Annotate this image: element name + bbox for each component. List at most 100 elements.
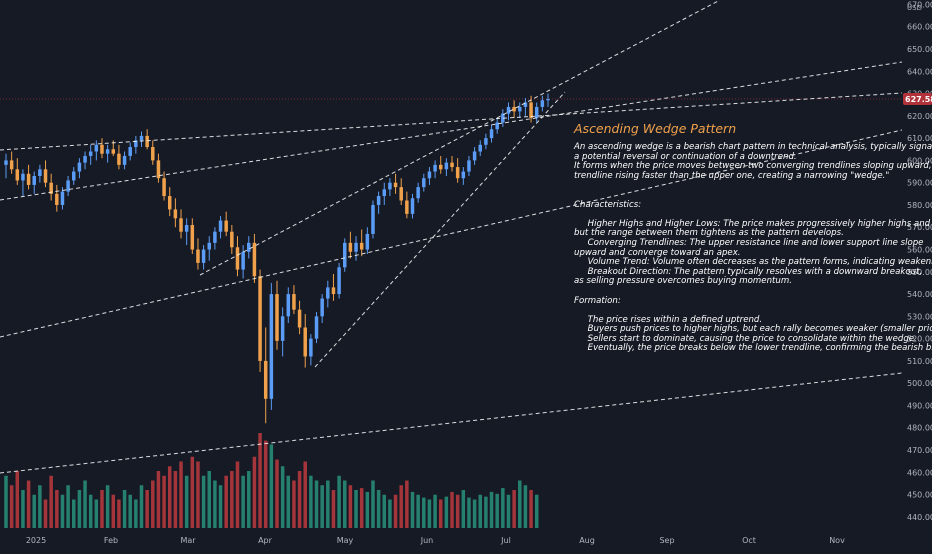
volume-bar bbox=[21, 490, 25, 528]
volume-bar bbox=[55, 490, 59, 528]
volume-bar bbox=[213, 480, 217, 528]
annotation-line: Buyers push prices to higher highs, but … bbox=[587, 324, 932, 335]
price-tick-label: 550.00 bbox=[907, 268, 932, 277]
candle-body bbox=[461, 171, 466, 179]
volume-bar bbox=[433, 494, 437, 528]
volume-bar bbox=[162, 475, 166, 528]
volume-bar bbox=[506, 494, 511, 528]
volume-bar bbox=[422, 497, 426, 528]
volume-bar bbox=[348, 485, 353, 528]
candle-body bbox=[26, 173, 31, 185]
volume-bar bbox=[235, 461, 240, 528]
annotation-line: Higher Highs and Higher Lows: The price … bbox=[587, 218, 931, 229]
volume-bar bbox=[286, 475, 291, 528]
candle-body bbox=[105, 149, 110, 154]
volume-bar bbox=[258, 433, 262, 528]
volume-bar bbox=[77, 490, 82, 528]
candle-body bbox=[292, 294, 296, 310]
volume-bar bbox=[32, 494, 36, 528]
candle-body bbox=[410, 198, 415, 214]
candle-body bbox=[501, 113, 505, 123]
annotation-line: Eventually, the price breaks below the l… bbox=[574, 343, 932, 354]
price-tick-label: 610.00 bbox=[907, 134, 932, 143]
volume-bar bbox=[49, 475, 53, 528]
price-tick-label: 640.00 bbox=[907, 67, 932, 76]
candle-body bbox=[122, 155, 127, 165]
price-tick-label: 520.00 bbox=[907, 335, 932, 344]
price-tick-label: 490.00 bbox=[907, 401, 932, 410]
volume-bar bbox=[416, 494, 420, 528]
time-tick-label: Nov bbox=[829, 536, 845, 545]
trendline bbox=[0, 92, 903, 151]
volume-bar bbox=[461, 490, 466, 528]
candle-body bbox=[71, 171, 76, 181]
candle-body bbox=[156, 160, 161, 179]
volume-bar bbox=[83, 480, 87, 528]
candle-body bbox=[506, 106, 511, 114]
candle-body bbox=[263, 360, 268, 399]
time-tick-label: Jul bbox=[500, 536, 511, 545]
candle-body bbox=[196, 249, 200, 263]
candle-body bbox=[444, 162, 449, 170]
candle-body bbox=[534, 106, 539, 119]
volume-bar bbox=[263, 440, 268, 528]
candle-body bbox=[309, 338, 313, 357]
price-tick-label: 660.00 bbox=[907, 23, 932, 32]
candle-body bbox=[297, 309, 302, 328]
volume-bar bbox=[280, 466, 285, 528]
volume-bar bbox=[71, 499, 76, 528]
annotation-line: as selling pressure overcomes buying mom… bbox=[574, 276, 792, 287]
candle-body bbox=[9, 160, 14, 170]
candle-body bbox=[405, 200, 409, 214]
annotation-line: The price rises within a defined uptrend… bbox=[574, 314, 763, 325]
volume-bar bbox=[501, 488, 505, 528]
candle-body bbox=[371, 204, 375, 234]
candle-body bbox=[247, 242, 251, 252]
candle-body bbox=[354, 242, 358, 252]
price-tick-label: 570.00 bbox=[907, 223, 932, 232]
trendline bbox=[0, 372, 903, 474]
candle-body bbox=[15, 169, 20, 181]
volume-bar bbox=[297, 471, 302, 528]
candle-body bbox=[66, 180, 70, 192]
volume-bar bbox=[179, 461, 183, 528]
volume-bar bbox=[359, 488, 364, 528]
trendline bbox=[0, 61, 903, 201]
trendline bbox=[0, 129, 903, 338]
time-tick-label: Sep bbox=[659, 536, 674, 545]
candle-body bbox=[455, 167, 460, 179]
candle-body bbox=[540, 100, 545, 107]
volume-bar bbox=[410, 491, 415, 528]
annotation-line: Sellers start to dominate, causing the p… bbox=[574, 333, 917, 344]
volume-bar bbox=[100, 490, 104, 528]
volume-bar bbox=[326, 480, 330, 528]
candle-body bbox=[348, 242, 353, 252]
candle-body bbox=[145, 135, 149, 148]
trendline bbox=[314, 91, 566, 368]
candle-body bbox=[32, 176, 36, 185]
candle-body bbox=[342, 242, 347, 268]
candle-body bbox=[252, 242, 257, 277]
volume-bar bbox=[196, 461, 200, 528]
current-price-tag-bg bbox=[903, 92, 932, 105]
time-tick-label: Apr bbox=[258, 536, 273, 545]
volume-bar bbox=[167, 466, 172, 528]
price-tick-label: 450.00 bbox=[907, 491, 932, 500]
time-axis[interactable]: 2025 Feb Mar Apr May Jun Jul Aug Sep Oct Nov bbox=[26, 536, 845, 545]
candle-body bbox=[484, 138, 488, 145]
price-tick-label: 530.00 bbox=[907, 312, 932, 321]
price-tick-label: 590.00 bbox=[907, 179, 932, 188]
volume-bar bbox=[376, 490, 381, 528]
price-tick-label: 470.00 bbox=[907, 446, 932, 455]
volume-bar bbox=[9, 485, 14, 528]
price-tick-label: 670.00 bbox=[907, 0, 932, 9]
candle-body bbox=[286, 294, 291, 317]
candle-body bbox=[88, 151, 93, 156]
candle-body bbox=[438, 164, 443, 170]
volume-bar bbox=[337, 475, 341, 528]
price-tick-label: 580.00 bbox=[907, 201, 932, 210]
volume-bar bbox=[247, 471, 251, 528]
candle-body bbox=[179, 218, 183, 232]
